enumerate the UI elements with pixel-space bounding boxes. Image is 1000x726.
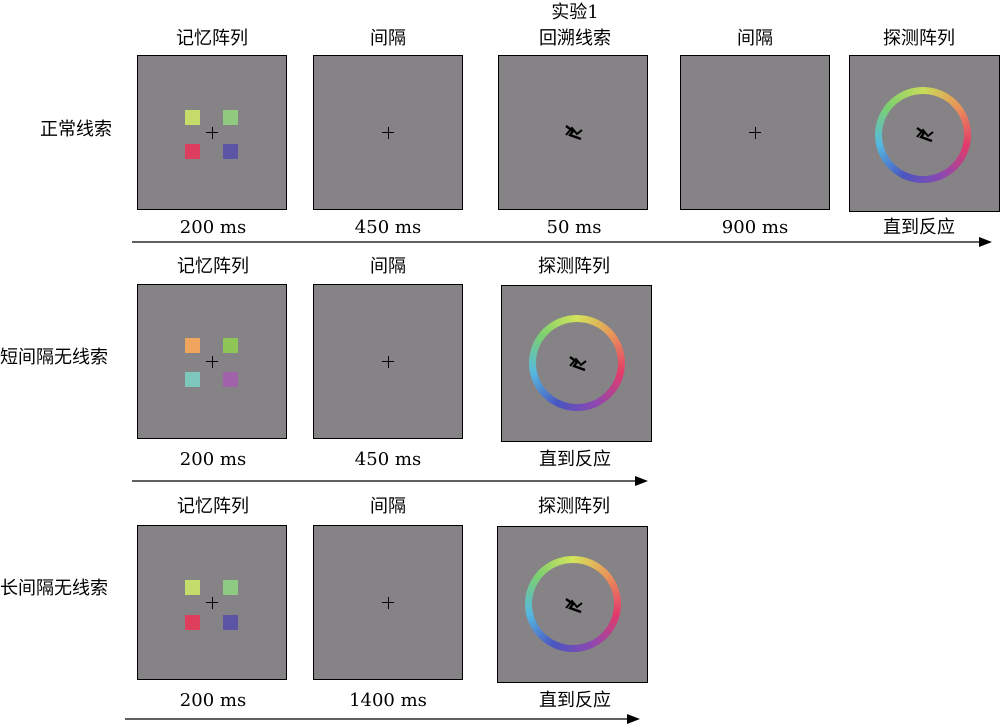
stage-name: 间隔 xyxy=(370,256,406,277)
stage-duration: 直到反应 xyxy=(539,690,611,711)
fixation-cross-icon xyxy=(206,126,218,139)
stage-duration: 450 ms xyxy=(354,449,422,470)
interval-panel xyxy=(313,55,463,210)
memory-item xyxy=(185,110,200,125)
memory-item xyxy=(185,338,200,353)
memory-item xyxy=(223,580,238,595)
row-label-normal-cue: 正常线索 xyxy=(40,119,112,140)
memory-item xyxy=(223,372,238,387)
stage-name: 间隔 xyxy=(370,496,406,517)
stage-name: 探测阵列 xyxy=(538,256,610,277)
stage-duration: 900 ms xyxy=(721,217,789,238)
memory-item xyxy=(185,615,200,630)
fixation-cross-icon xyxy=(206,355,218,368)
fixation-cross-icon xyxy=(382,126,394,139)
stage-duration: 50 ms xyxy=(546,217,602,238)
stage-duration: 直到反应 xyxy=(539,449,611,470)
memory-array-panel xyxy=(137,525,287,680)
row-label-short-no-cue: 短间隔无线索 xyxy=(0,347,108,368)
stage-name: 记忆阵列 xyxy=(177,496,249,517)
memory-item xyxy=(185,580,200,595)
stage-name: 探测阵列 xyxy=(538,496,610,517)
probe-array-panel xyxy=(497,526,648,683)
memory-item xyxy=(223,338,238,353)
stage-name: 探测阵列 xyxy=(883,28,955,49)
stage-duration: 450 ms xyxy=(354,217,422,238)
fixation-cross-icon xyxy=(382,596,394,609)
probe-array-panel xyxy=(501,285,652,442)
stage-name: 间隔 xyxy=(737,28,773,49)
memory-array-panel xyxy=(137,55,287,210)
stage-duration: 200 ms xyxy=(179,690,247,711)
memory-array-panel xyxy=(137,284,287,439)
fixation-cross-icon xyxy=(749,126,761,139)
retro-cue-icon xyxy=(569,356,587,372)
stage-name: 记忆阵列 xyxy=(177,256,249,277)
row-label-long-no-cue: 长间隔无线索 xyxy=(0,578,108,599)
fixation-cross-icon xyxy=(206,596,218,609)
retro-cue-icon xyxy=(916,127,934,143)
retro-cue-icon xyxy=(565,598,583,614)
stage-name: 间隔 xyxy=(370,28,406,49)
stage-duration: 直到反应 xyxy=(883,217,955,238)
retro-cue-icon xyxy=(565,125,583,141)
memory-item xyxy=(185,372,200,387)
memory-item xyxy=(223,615,238,630)
stage-name: 回溯线索 xyxy=(539,28,611,49)
stage-name: 记忆阵列 xyxy=(176,28,248,49)
experiment-title: 实验1 xyxy=(551,2,599,23)
fixation-cross-icon xyxy=(382,355,394,368)
probe-array-panel xyxy=(849,55,1000,212)
retro-cue-panel xyxy=(498,55,648,210)
memory-item xyxy=(223,144,238,159)
stage-duration: 200 ms xyxy=(179,449,247,470)
color-wheel xyxy=(529,315,625,411)
interval-panel xyxy=(313,525,463,680)
memory-item xyxy=(223,110,238,125)
memory-item xyxy=(185,144,200,159)
stage-duration: 200 ms xyxy=(179,217,247,238)
stage-duration: 1400 ms xyxy=(349,690,427,711)
interval-panel xyxy=(313,284,463,439)
interval-panel xyxy=(680,55,830,210)
